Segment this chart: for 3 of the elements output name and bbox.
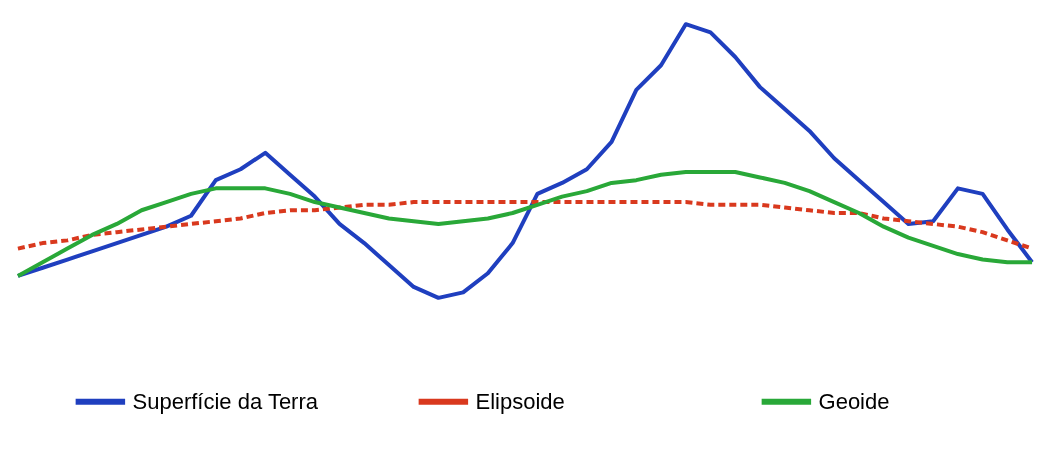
legend-label: Superfície da Terra: [132, 389, 319, 415]
legend-label: Geoide: [818, 389, 890, 415]
legend-label: Elipsoide: [475, 389, 565, 415]
